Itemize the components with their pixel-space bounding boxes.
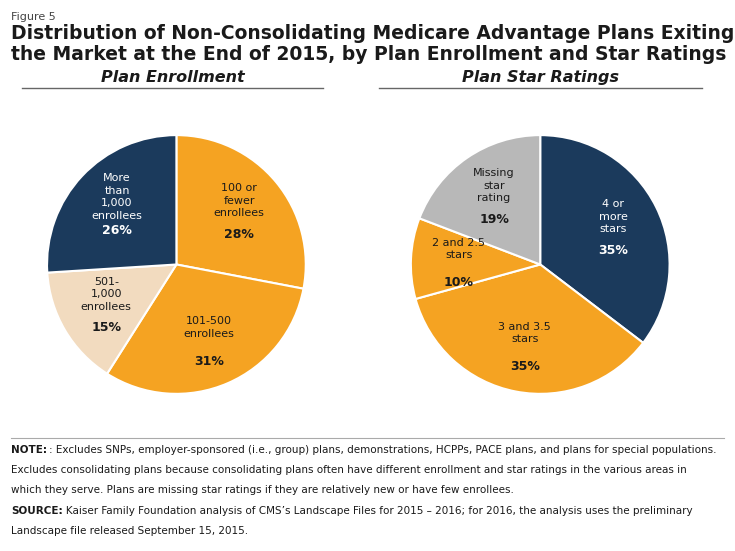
Text: 100 or
fewer
enrollees: 100 or fewer enrollees: [214, 183, 265, 218]
Text: 501-
1,000
enrollees: 501- 1,000 enrollees: [81, 277, 132, 312]
Text: NOTE:: NOTE:: [11, 445, 47, 455]
Wedge shape: [420, 135, 540, 264]
Text: : Kaiser Family Foundation analysis of CMS’s Landscape Files for 2015 – 2016; fo: : Kaiser Family Foundation analysis of C…: [59, 506, 692, 516]
Text: THE HENRY J.: THE HENRY J.: [653, 481, 700, 487]
Wedge shape: [415, 264, 643, 394]
Text: 28%: 28%: [224, 228, 254, 241]
Text: KAISER: KAISER: [650, 494, 703, 507]
Wedge shape: [47, 264, 176, 374]
Text: 35%: 35%: [510, 360, 539, 373]
Text: Missing
star
rating: Missing star rating: [473, 168, 514, 203]
Text: 19%: 19%: [479, 213, 509, 226]
Text: Plan Star Ratings: Plan Star Ratings: [462, 71, 619, 85]
Text: 2 and 2.5
stars: 2 and 2.5 stars: [432, 238, 485, 260]
Text: SOURCE:: SOURCE:: [11, 506, 62, 516]
Text: 4 or
more
stars: 4 or more stars: [599, 199, 628, 234]
Text: 101-500
enrollees: 101-500 enrollees: [183, 316, 234, 339]
Wedge shape: [47, 135, 176, 273]
Text: 31%: 31%: [194, 355, 223, 368]
Text: 35%: 35%: [598, 244, 628, 257]
Text: Plan Enrollment: Plan Enrollment: [101, 71, 245, 85]
Wedge shape: [411, 218, 540, 299]
Text: Distribution of Non-Consolidating Medicare Advantage Plans Exiting: Distribution of Non-Consolidating Medica…: [11, 24, 734, 42]
Text: which they serve. Plans are missing star ratings if they are relatively new or h: which they serve. Plans are missing star…: [11, 485, 514, 495]
Text: FAMILY: FAMILY: [650, 509, 703, 522]
Text: Landscape file released September 15, 2015.: Landscape file released September 15, 20…: [11, 526, 248, 536]
Wedge shape: [176, 135, 306, 289]
Text: More
than
1,000
enrollees: More than 1,000 enrollees: [92, 174, 143, 220]
Text: 26%: 26%: [102, 224, 132, 237]
Wedge shape: [107, 264, 304, 394]
Text: 10%: 10%: [444, 276, 474, 289]
Text: FOUNDATION: FOUNDATION: [653, 527, 700, 533]
Text: the Market at the End of 2015, by Plan Enrollment and Star Ratings: the Market at the End of 2015, by Plan E…: [11, 45, 726, 64]
Text: Figure 5: Figure 5: [11, 12, 56, 22]
Text: Excludes consolidating plans because consolidating plans often have different en: Excludes consolidating plans because con…: [11, 465, 686, 475]
Wedge shape: [540, 135, 670, 343]
Text: 3 and 3.5
stars: 3 and 3.5 stars: [498, 322, 551, 344]
Text: : Excludes SNPs, employer-sponsored (i.e., group) plans, demonstrations, HCPPs, : : Excludes SNPs, employer-sponsored (i.e…: [49, 445, 717, 455]
Text: 15%: 15%: [91, 321, 121, 334]
